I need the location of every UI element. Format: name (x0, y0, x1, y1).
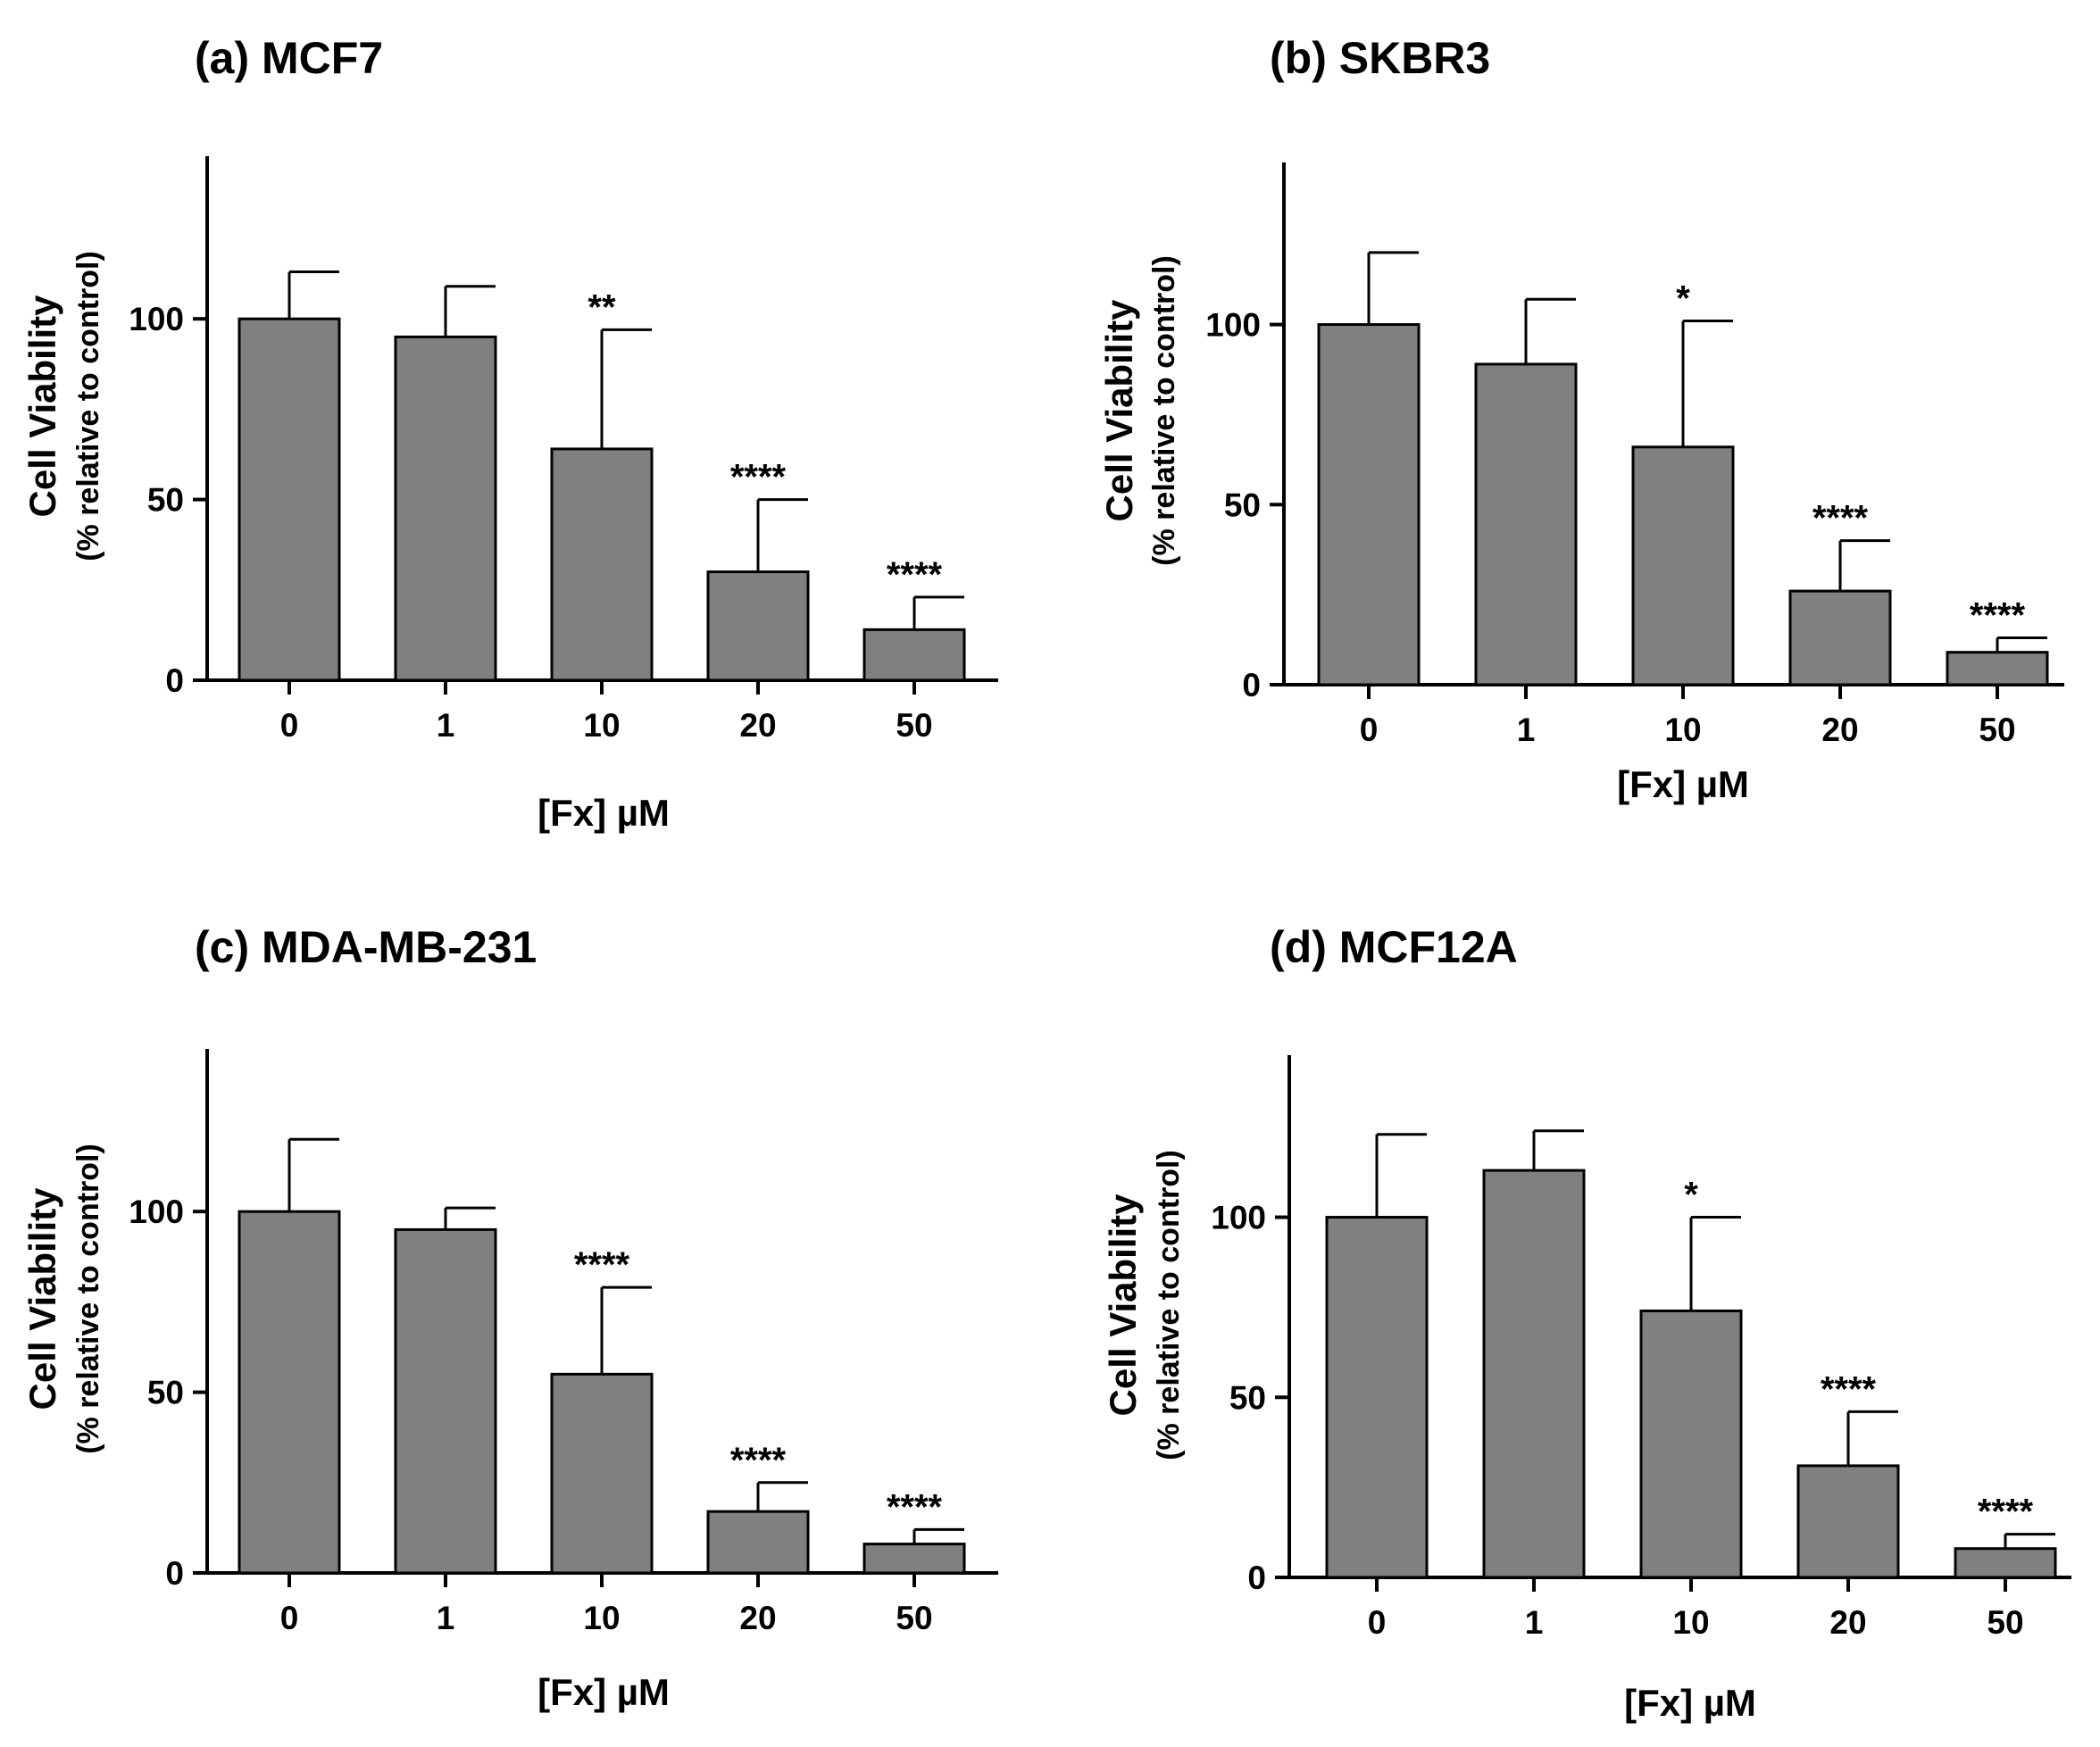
significance-label: **** (574, 1245, 630, 1285)
chart-panel-mda-mb-231: (c) MDA-MB-231 0 50 100 0 1 10 **** 20 **** 50 ****… (21, 922, 998, 1713)
y-tick-label: 0 (1242, 667, 1261, 703)
bar-50 (1954, 1547, 2057, 1579)
x-tick-label: 20 (1829, 1604, 1866, 1641)
bar-10 (550, 1372, 654, 1575)
x-tick-label: 50 (896, 1600, 932, 1636)
x-tick-label: 50 (896, 707, 932, 744)
y-axis-sublabel: (% relative to control) (71, 1144, 105, 1454)
y-axis-label: Cell Viability (1098, 299, 1140, 522)
bar-20 (1796, 1464, 1900, 1579)
significance-label: **** (887, 555, 943, 595)
bar-20 (706, 1510, 810, 1575)
bar-0 (1325, 1216, 1429, 1579)
significance-label: **** (730, 458, 787, 497)
y-tick-label: 0 (1247, 1560, 1266, 1596)
bar-1 (394, 335, 497, 682)
y-tick-label: 50 (147, 482, 184, 519)
chart-panel-mcf7: (a) MCF7 0 50 100 0 1 10 ** 20 **** 50 **** [Fx] µM C… (21, 33, 998, 834)
chart-panel-skbr3: (b) SKBR3 0 50 100 0 1 10 * 20 **** 50 **** [Fx] µM C… (1098, 33, 2064, 805)
y-axis-sublabel: (% relative to control) (1147, 255, 1181, 566)
x-tick-label: 20 (739, 707, 776, 744)
significance-label: **** (730, 1441, 787, 1480)
bar-10 (1631, 445, 1735, 686)
y-axis-label: Cell Viability (1102, 1194, 1144, 1417)
bar-50 (1946, 651, 2049, 686)
significance-label: **** (1821, 1369, 1877, 1409)
y-tick-label: 100 (1211, 1200, 1266, 1236)
x-tick-label: 1 (437, 1600, 455, 1636)
chart-title: (d) MCF12A (1270, 922, 1518, 972)
y-tick-label: 100 (129, 1194, 184, 1230)
x-tick-label: 50 (1987, 1604, 2023, 1641)
y-tick-label: 50 (147, 1375, 184, 1411)
x-tick-label: 1 (437, 707, 455, 744)
significance-label: **** (887, 1487, 943, 1527)
y-axis-sublabel: (% relative to control) (71, 251, 105, 562)
y-tick-label: 0 (165, 662, 184, 699)
x-tick-label: 0 (1360, 711, 1379, 748)
x-tick-label: 0 (280, 1600, 299, 1636)
x-tick-label: 20 (739, 1600, 776, 1636)
x-tick-label: 1 (1517, 711, 1536, 748)
x-tick-label: 0 (280, 707, 299, 744)
x-axis-label: [Fx] µM (1624, 1682, 1756, 1724)
chart-title: (a) MCF7 (195, 33, 383, 83)
x-tick-label: 10 (583, 1600, 620, 1636)
x-tick-label: 10 (1664, 711, 1701, 748)
bar-1 (394, 1227, 497, 1575)
x-axis-label: [Fx] µM (538, 792, 670, 834)
significance-label: * (1676, 279, 1690, 319)
bar-20 (706, 570, 810, 682)
x-axis-label: [Fx] µM (1617, 763, 1749, 805)
chart-title: (c) MDA-MB-231 (195, 922, 537, 972)
bar-1 (1474, 362, 1578, 686)
y-axis-label: Cell Viability (21, 295, 63, 518)
bar-50 (862, 1543, 966, 1575)
y-tick-label: 0 (165, 1555, 184, 1592)
y-tick-label: 50 (1229, 1379, 1266, 1416)
significance-label: **** (1978, 1493, 2034, 1532)
y-tick-label: 100 (129, 301, 184, 337)
chart-title: (b) SKBR3 (1270, 33, 1490, 83)
y-axis-label: Cell Viability (21, 1187, 63, 1410)
bar-0 (238, 317, 341, 682)
bar-10 (550, 447, 654, 682)
y-axis-sublabel: (% relative to control) (1152, 1150, 1186, 1460)
x-tick-label: 10 (1672, 1604, 1709, 1641)
bar-50 (862, 628, 966, 682)
bar-20 (1788, 589, 1892, 686)
bar-10 (1639, 1309, 1743, 1579)
y-tick-label: 50 (1224, 487, 1261, 523)
x-axis-label: [Fx] µM (538, 1671, 670, 1713)
bar-0 (1317, 323, 1421, 686)
bar-1 (1482, 1169, 1586, 1579)
bar-0 (238, 1210, 341, 1575)
significance-label: * (1684, 1176, 1698, 1215)
x-tick-label: 20 (1821, 711, 1858, 748)
chart-panel-mcf12a: (d) MCF12A 0 50 100 0 1 10 * 20 **** 50 **** [Fx] µM… (1102, 922, 2071, 1724)
x-tick-label: 10 (583, 707, 620, 744)
significance-label: ** (588, 287, 616, 327)
significance-label: **** (1970, 596, 2026, 636)
y-tick-label: 100 (1205, 307, 1261, 344)
x-tick-label: 50 (1979, 711, 2015, 748)
significance-label: **** (1812, 499, 1869, 538)
x-tick-label: 0 (1368, 1604, 1387, 1641)
x-tick-label: 1 (1525, 1604, 1544, 1641)
